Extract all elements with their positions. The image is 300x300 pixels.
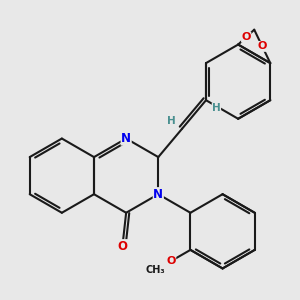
Text: O: O [117, 240, 128, 253]
Text: O: O [242, 32, 251, 42]
Text: CH₃: CH₃ [145, 265, 165, 275]
Text: H: H [212, 103, 221, 112]
Text: O: O [167, 256, 176, 266]
Text: O: O [258, 41, 267, 51]
Text: N: N [153, 188, 163, 201]
Text: N: N [121, 132, 131, 145]
Text: H: H [167, 116, 176, 126]
